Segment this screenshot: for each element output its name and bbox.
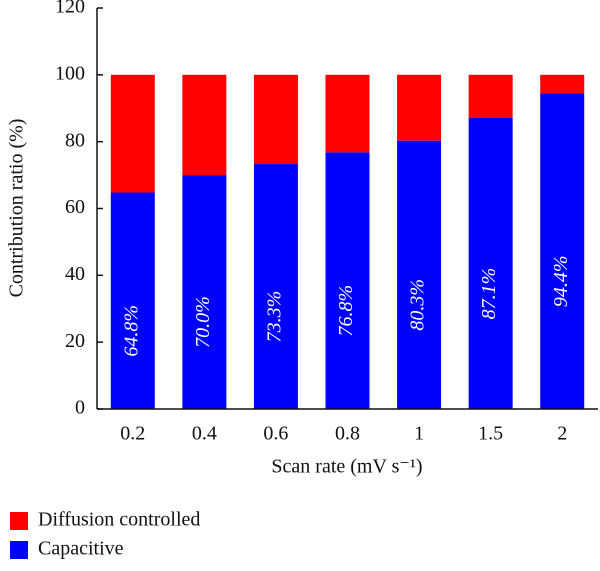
y-tick-label: 120	[55, 0, 85, 18]
bar-segment	[253, 74, 298, 165]
x-tick-label: 0.8	[335, 423, 360, 445]
y-tick-label: 80	[65, 129, 85, 151]
x-tick-label: 0.2	[120, 423, 145, 445]
y-tick-label: 20	[65, 330, 85, 352]
x-tick-label: 0.6	[263, 423, 288, 445]
bar-segment	[253, 164, 298, 409]
value-label: 73.3%	[264, 291, 286, 343]
value-label: 94.4%	[550, 255, 572, 307]
bar-segment	[468, 74, 513, 118]
value-label: 87.1%	[478, 268, 500, 320]
legend-swatch	[10, 512, 28, 530]
bar-segment	[540, 74, 585, 94]
legend-label: Diffusion controlled	[38, 509, 200, 531]
bar-segment	[325, 74, 370, 153]
bar-segment	[110, 74, 155, 193]
x-tick-label: 1.5	[478, 423, 503, 445]
bar-segment	[397, 140, 442, 409]
bar-segment	[110, 192, 155, 409]
y-tick-label: 100	[55, 62, 85, 84]
bar-segment	[397, 74, 442, 141]
x-axis-label: Scan rate (mV s⁻¹)	[271, 456, 422, 478]
y-axis-label: Contribution ratio (%)	[6, 119, 28, 298]
legend-swatch	[10, 541, 28, 559]
y-tick-label: 60	[65, 196, 85, 218]
legend-label: Capacitive	[38, 538, 124, 560]
bar-segment	[468, 117, 513, 410]
x-tick-label: 0.4	[192, 423, 217, 445]
value-label: 80.3%	[407, 279, 429, 331]
y-tick-label: 40	[65, 263, 85, 285]
value-label: 70.0%	[192, 296, 214, 348]
bar-segment	[540, 93, 585, 410]
value-label: 64.8%	[120, 305, 142, 357]
value-label: 76.8%	[335, 285, 357, 337]
bar-segment	[182, 74, 227, 176]
x-tick-label: 1	[414, 423, 424, 445]
bar-segment	[182, 175, 227, 409]
bar-segment	[325, 152, 370, 410]
y-tick-label: 0	[75, 397, 85, 419]
x-tick-label: 2	[557, 423, 567, 445]
